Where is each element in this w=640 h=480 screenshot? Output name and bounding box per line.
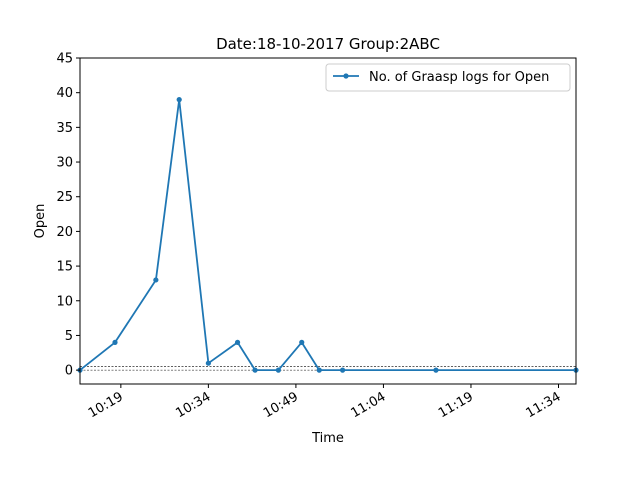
x-axis-ticks: 10:19 10:34 10:49 11:04 11:19 11:34	[86, 384, 564, 421]
data-point-11	[433, 367, 439, 373]
data-point-9	[316, 367, 322, 373]
legend-box	[325, 63, 571, 92]
data-point-6	[252, 367, 258, 373]
y-tick-label: 30	[56, 156, 73, 171]
x-axis-title: Time	[311, 431, 344, 446]
legend-marker-swatch	[343, 73, 349, 79]
data-point-1	[112, 339, 118, 345]
y-axis-ticks: 0 5 10 15 20 25 30 35 40 45	[56, 52, 80, 379]
data-point-3	[176, 97, 182, 103]
chart-title: Date:18-10-2017 Group:2ABC	[216, 35, 440, 53]
x-tick-label: 11:19	[436, 389, 476, 421]
legend: No. of Graasp logs for Open	[325, 63, 571, 92]
x-tick-label: 11:04	[348, 389, 388, 421]
x-tick-label: 10:19	[86, 389, 126, 421]
plot-frame	[79, 57, 577, 385]
data-point-10	[339, 367, 346, 373]
x-tick-label: 10:34	[173, 389, 213, 421]
x-tick-label: 10:49	[261, 389, 301, 421]
data-point-7	[275, 367, 281, 373]
y-tick-label: 40	[56, 86, 73, 101]
y-tick-label: 20	[56, 225, 73, 240]
y-tick-label: 0	[65, 364, 73, 379]
data-point-5	[234, 339, 241, 345]
legend-label: No. of Graasp logs for Open	[369, 70, 549, 85]
data-point-8	[299, 339, 305, 345]
y-tick-label: 35	[56, 121, 73, 136]
data-point-2	[153, 277, 159, 283]
y-tick-label: 45	[56, 52, 73, 67]
y-tick-label: 5	[65, 329, 73, 344]
series-line	[79, 98, 576, 372]
y-tick-label: 15	[56, 260, 73, 275]
x-tick-label: 11:34	[524, 389, 564, 421]
y-tick-label: 25	[56, 190, 73, 205]
y-tick-label: 10	[56, 294, 73, 309]
y-axis-title: Open	[33, 204, 48, 239]
data-point-4	[205, 360, 211, 366]
data-points	[77, 97, 579, 373]
